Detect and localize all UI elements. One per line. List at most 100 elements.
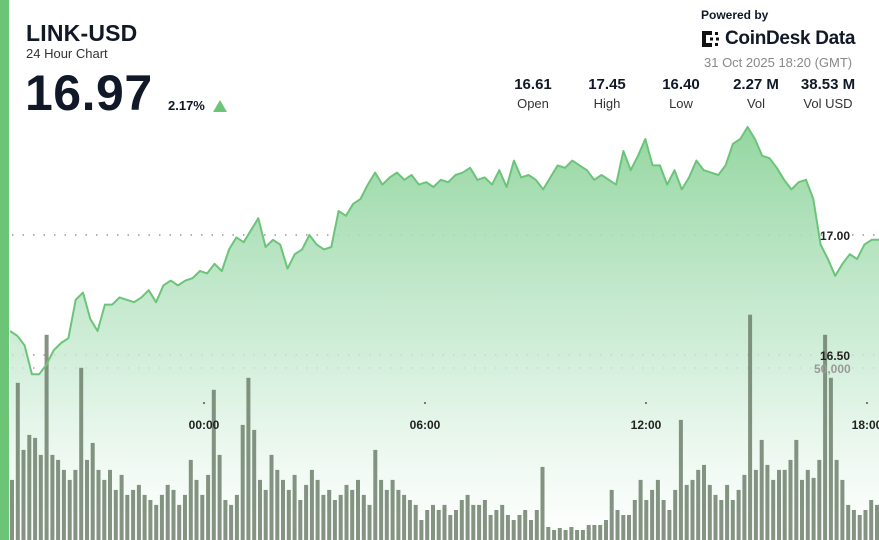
volume-bar [661,500,666,540]
volume-bar [327,489,332,540]
volume-bar [85,459,89,540]
volume-bar [805,469,810,540]
volume-bar [211,389,216,540]
volume-bar [748,314,753,540]
volume-bar [413,504,418,540]
volume-bar [436,510,441,540]
volume-bar [304,484,309,540]
volume-bar [44,334,49,540]
volume-bar [684,484,689,540]
volume-bar [621,515,626,540]
volume-bar [552,530,557,540]
chart-subtitle: 24 Hour Chart [26,46,108,61]
volume-bar [465,494,470,540]
volume-bar [286,489,291,540]
x-tick-mark [203,402,205,404]
volume-bar [119,474,124,540]
volume-bar [777,469,781,540]
stat-label: Open [517,96,549,111]
volume-bar [425,510,430,540]
volume-bar [482,500,487,540]
volume-bar [863,510,868,540]
volume-bar [442,504,447,540]
volume-bar [609,489,614,540]
stat-label: Vol USD [803,96,853,111]
volume-bar [183,494,187,540]
volume-bar [765,464,770,540]
volume-bar [206,474,211,540]
volume-bar [407,500,412,540]
volume-bar [534,510,539,540]
volume-bar [252,429,257,540]
volume-bar [598,525,603,540]
volume-bar [367,504,372,540]
volume-bar [580,530,585,540]
volume-bar [338,494,343,540]
stat-vol-usd: 38.53 M Vol USD [793,76,863,111]
stat-value: 17.45 [588,76,626,93]
price-area [10,127,879,540]
volume-bar [650,489,655,540]
pair-title: LINK-USD [26,20,138,46]
volume-bar [800,479,804,540]
volume-bar [194,479,199,540]
volume-bar [73,469,78,540]
stat-label: Vol [746,96,766,111]
volume-bar [673,489,678,540]
stats-row: 16.61 Open 17.45 High 16.40 Low 2.27 M Vol 3… [500,76,870,116]
volume-bar [223,500,228,540]
volume-bar [540,466,545,540]
price-tick-label: 16.50 [820,349,850,363]
volume-bar [500,504,505,540]
x-tick-mark [424,402,426,404]
x-tick-label: 18:00 [852,418,879,432]
volume-bar [459,500,464,540]
volume-bar [113,489,118,540]
volume-bar [431,504,435,540]
volume-bar [575,530,580,540]
volume-bar [217,454,222,540]
volume-bar [21,449,26,540]
volume-bar [828,377,833,540]
volume-bar [61,469,66,540]
volume-bar [494,510,499,540]
stat-value: 16.61 [514,76,552,93]
volume-bar [667,510,672,540]
volume-bar [448,515,453,540]
stat-value: 2.27 M [733,76,779,93]
volume-bar [321,494,326,540]
volume-bar [356,479,360,540]
volume-bar [586,525,591,540]
timestamp: 31 Oct 2025 18:20 (GMT) [704,55,853,70]
volume-bar [690,479,695,540]
volume-bar [361,494,366,540]
volume-bar [292,474,297,540]
volume-bar [604,520,608,540]
volume-bar [488,515,493,540]
stat-high: 17.45 High [572,76,642,111]
volume-bar [736,489,741,540]
volume-bar [627,515,631,540]
stat-label: Low [669,96,693,111]
volume-bar [344,484,349,540]
volume-bar [725,484,730,540]
volume-bar [644,500,649,540]
volume-bar [638,479,643,540]
volume-bar [50,454,55,540]
brand-name: CoinDesk Data [725,28,856,49]
volume-bar [563,530,568,540]
volume-bar [719,500,724,540]
volume-bar [373,449,378,540]
volume-bar [38,454,43,540]
volume-bar [102,479,107,540]
volume-bars [10,314,879,540]
volume-bar [753,469,758,540]
volume-bar [275,469,280,540]
volume-bar [79,367,84,540]
volume-bar [529,520,533,540]
volume-bar [379,479,384,540]
volume-bar [234,494,239,540]
volume-bar [846,504,851,540]
volume-bar [315,479,320,540]
